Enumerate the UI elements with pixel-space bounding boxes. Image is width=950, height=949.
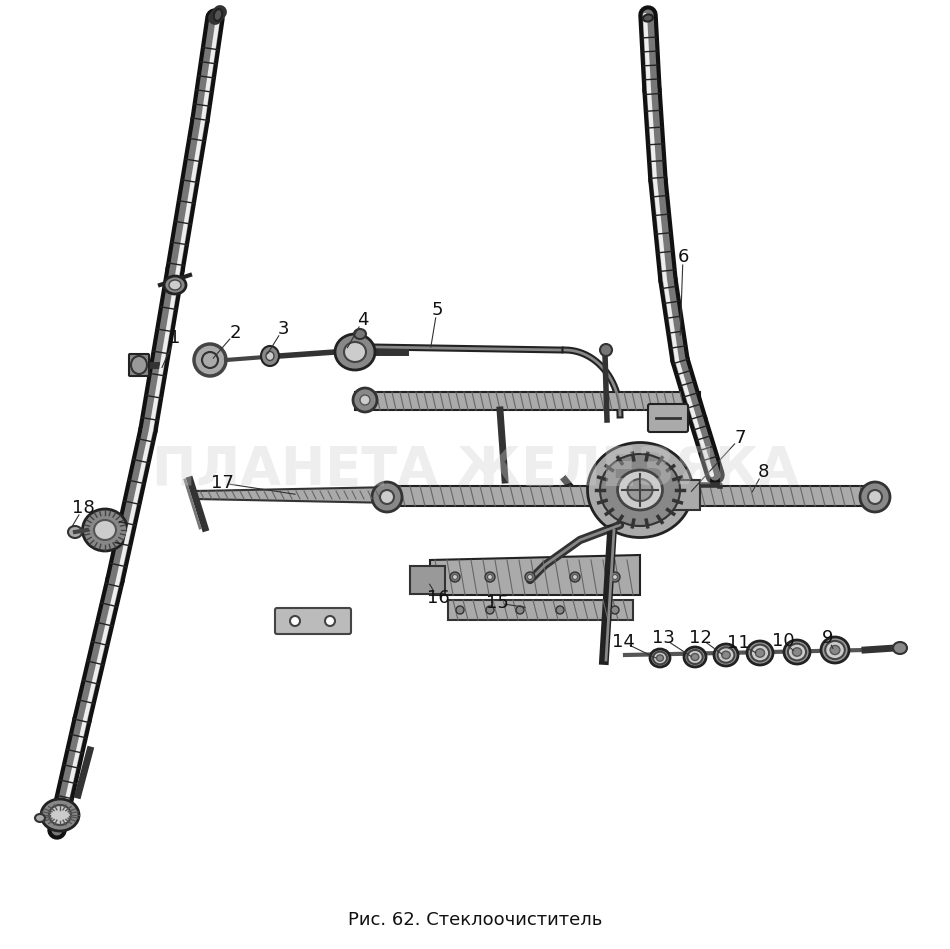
- Ellipse shape: [131, 356, 147, 374]
- Circle shape: [868, 490, 882, 504]
- Ellipse shape: [587, 442, 693, 537]
- Ellipse shape: [164, 276, 186, 294]
- Text: 4: 4: [357, 311, 369, 329]
- Ellipse shape: [755, 649, 765, 658]
- Ellipse shape: [354, 329, 366, 339]
- Ellipse shape: [214, 9, 222, 21]
- Ellipse shape: [169, 280, 181, 290]
- Circle shape: [194, 344, 226, 376]
- Ellipse shape: [826, 641, 845, 660]
- Polygon shape: [430, 555, 640, 595]
- Text: 10: 10: [771, 632, 794, 650]
- Circle shape: [570, 572, 580, 582]
- Circle shape: [527, 574, 533, 580]
- Ellipse shape: [788, 643, 807, 661]
- Ellipse shape: [261, 346, 279, 366]
- Ellipse shape: [893, 642, 907, 654]
- FancyBboxPatch shape: [448, 600, 633, 620]
- Ellipse shape: [266, 351, 274, 361]
- Text: Рис. 62. Стеклоочиститель: Рис. 62. Стеклоочиститель: [348, 911, 602, 929]
- Circle shape: [456, 606, 464, 614]
- Circle shape: [600, 344, 612, 356]
- Ellipse shape: [643, 14, 653, 22]
- Text: 6: 6: [677, 248, 689, 266]
- Ellipse shape: [650, 649, 670, 667]
- Circle shape: [360, 395, 370, 405]
- Circle shape: [611, 606, 619, 614]
- Circle shape: [860, 482, 890, 512]
- FancyBboxPatch shape: [395, 486, 870, 506]
- Ellipse shape: [618, 470, 662, 510]
- Text: 14: 14: [612, 633, 635, 651]
- Ellipse shape: [68, 526, 82, 538]
- Ellipse shape: [653, 652, 667, 664]
- Circle shape: [290, 616, 300, 626]
- Ellipse shape: [684, 647, 706, 667]
- Circle shape: [613, 574, 618, 580]
- Circle shape: [525, 572, 535, 582]
- Ellipse shape: [714, 644, 738, 666]
- Ellipse shape: [35, 814, 45, 822]
- Text: 9: 9: [823, 629, 834, 647]
- Ellipse shape: [830, 645, 840, 655]
- Circle shape: [556, 606, 564, 614]
- Text: 7: 7: [734, 429, 746, 447]
- Circle shape: [353, 388, 377, 412]
- FancyBboxPatch shape: [129, 354, 149, 376]
- Circle shape: [486, 606, 494, 614]
- FancyBboxPatch shape: [355, 392, 700, 410]
- Text: 13: 13: [652, 629, 674, 647]
- Ellipse shape: [821, 637, 849, 663]
- Ellipse shape: [750, 644, 770, 661]
- Circle shape: [610, 572, 620, 582]
- Text: 2: 2: [229, 324, 240, 342]
- Circle shape: [450, 572, 460, 582]
- Ellipse shape: [628, 479, 653, 501]
- Ellipse shape: [784, 640, 810, 664]
- Polygon shape: [195, 487, 395, 503]
- Ellipse shape: [747, 641, 773, 665]
- Ellipse shape: [717, 647, 734, 662]
- Ellipse shape: [335, 334, 375, 370]
- Text: 8: 8: [757, 463, 769, 481]
- FancyBboxPatch shape: [410, 566, 445, 594]
- Circle shape: [485, 572, 495, 582]
- Text: 15: 15: [485, 594, 508, 612]
- Ellipse shape: [722, 651, 731, 659]
- Text: 17: 17: [211, 474, 234, 492]
- Ellipse shape: [83, 509, 127, 551]
- Text: 3: 3: [277, 320, 289, 338]
- Text: 16: 16: [427, 589, 449, 607]
- FancyBboxPatch shape: [648, 404, 688, 432]
- Circle shape: [372, 482, 402, 512]
- Ellipse shape: [692, 654, 699, 661]
- Circle shape: [573, 574, 578, 580]
- Ellipse shape: [687, 650, 703, 664]
- Text: 5: 5: [431, 301, 443, 319]
- Ellipse shape: [792, 648, 802, 656]
- Text: 18: 18: [71, 499, 94, 517]
- Polygon shape: [665, 480, 700, 510]
- Ellipse shape: [600, 454, 680, 526]
- Circle shape: [452, 574, 458, 580]
- Text: ПЛАНЕТА ЖЕЛЕЗЯКА: ПЛАНЕТА ЖЕЛЕЗЯКА: [151, 444, 799, 496]
- Ellipse shape: [344, 342, 366, 362]
- Circle shape: [325, 616, 335, 626]
- Ellipse shape: [94, 520, 116, 540]
- Ellipse shape: [41, 799, 79, 831]
- Circle shape: [487, 574, 492, 580]
- Circle shape: [516, 606, 524, 614]
- Text: 11: 11: [727, 634, 750, 652]
- Ellipse shape: [656, 655, 663, 661]
- Ellipse shape: [49, 805, 71, 825]
- FancyBboxPatch shape: [275, 608, 351, 634]
- Circle shape: [380, 490, 394, 504]
- Text: 1: 1: [169, 329, 180, 347]
- Text: 12: 12: [689, 629, 712, 647]
